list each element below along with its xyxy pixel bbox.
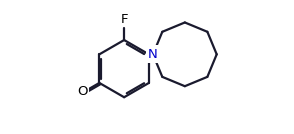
Text: N: N [148,48,158,61]
Text: O: O [77,85,88,98]
Text: F: F [120,13,128,26]
